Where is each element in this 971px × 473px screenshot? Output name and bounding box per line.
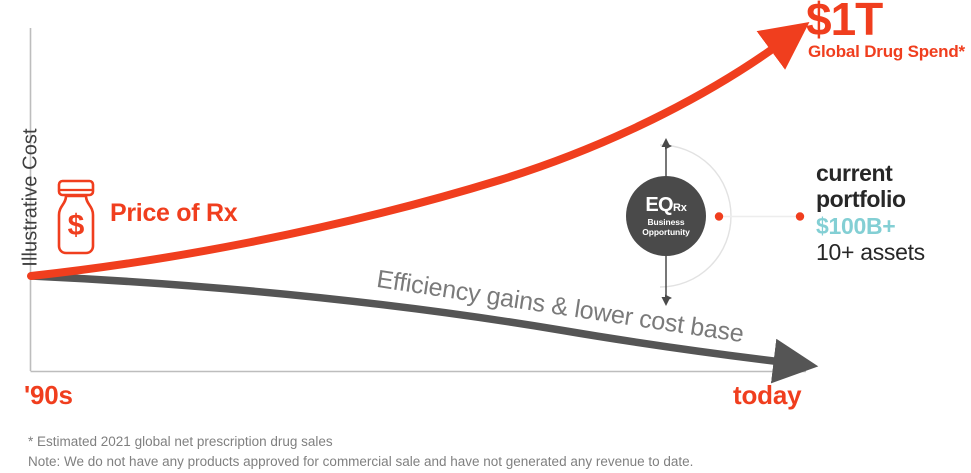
global-drug-spend-value: $1T	[806, 0, 883, 45]
portfolio-title-line1: current	[816, 160, 893, 186]
price-curve	[27, 21, 810, 280]
efficiency-curve	[27, 272, 819, 384]
pill-bottle-dollar-glyph: $	[68, 209, 85, 242]
portfolio-title-line2: portfolio	[816, 185, 906, 212]
eqrx-badge-subtitle: Business Opportunity	[642, 216, 690, 237]
eqrx-badge-subtitle-line1: Business	[647, 216, 685, 227]
gap-arrow-head-down	[661, 297, 671, 306]
connector-dot-left	[714, 212, 724, 221]
eqrx-logo-rx: Rx	[673, 201, 687, 214]
connector-dot-right	[795, 212, 805, 221]
footnote-line-1: * Estimated 2021 global net prescription…	[28, 434, 333, 449]
gap-arrow-head-up	[661, 138, 671, 147]
pill-bottle-icon	[57, 179, 95, 255]
x-axis-tick-start: '90s	[24, 380, 73, 410]
footnotes: * Estimated 2021 global net prescription…	[28, 432, 693, 471]
eqrx-opportunity-badge: EQRx Business Opportunity	[626, 176, 706, 256]
eqrx-badge-subtitle-line2: Opportunity	[642, 226, 690, 237]
eqrx-logo: EQRx	[645, 193, 687, 216]
current-portfolio-block: current portfolio $100B+ 10+ assets	[816, 160, 925, 265]
y-axis-label: Illustrative Cost	[19, 128, 42, 267]
x-axis-tick-end: today	[733, 380, 802, 410]
portfolio-amount: $100B+	[816, 212, 896, 239]
global-drug-spend-caption: Global Drug Spend*	[808, 42, 965, 61]
footnote-line-2: Note: We do not have any products approv…	[28, 453, 694, 469]
price-of-rx-label: Price of Rx	[110, 199, 238, 227]
eqrx-logo-main: EQ	[645, 193, 674, 216]
portfolio-assets: 10+ assets	[816, 238, 925, 265]
